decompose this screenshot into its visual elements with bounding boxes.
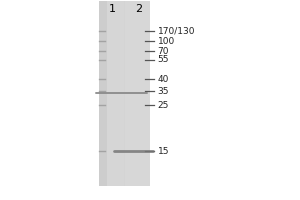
Text: 70: 70 <box>158 46 169 55</box>
Text: 35: 35 <box>158 87 169 96</box>
Text: 170/130: 170/130 <box>158 26 195 36</box>
Bar <box>99 1 150 186</box>
Bar <box>99 1 106 186</box>
Text: 40: 40 <box>158 74 169 84</box>
Text: 1: 1 <box>109 4 116 14</box>
Text: 100: 100 <box>158 36 175 46</box>
Bar <box>125 1 150 186</box>
Text: 55: 55 <box>158 55 169 64</box>
Text: 15: 15 <box>158 146 169 156</box>
Bar <box>99 1 124 186</box>
Text: 25: 25 <box>158 100 169 110</box>
Text: 2: 2 <box>135 4 142 14</box>
